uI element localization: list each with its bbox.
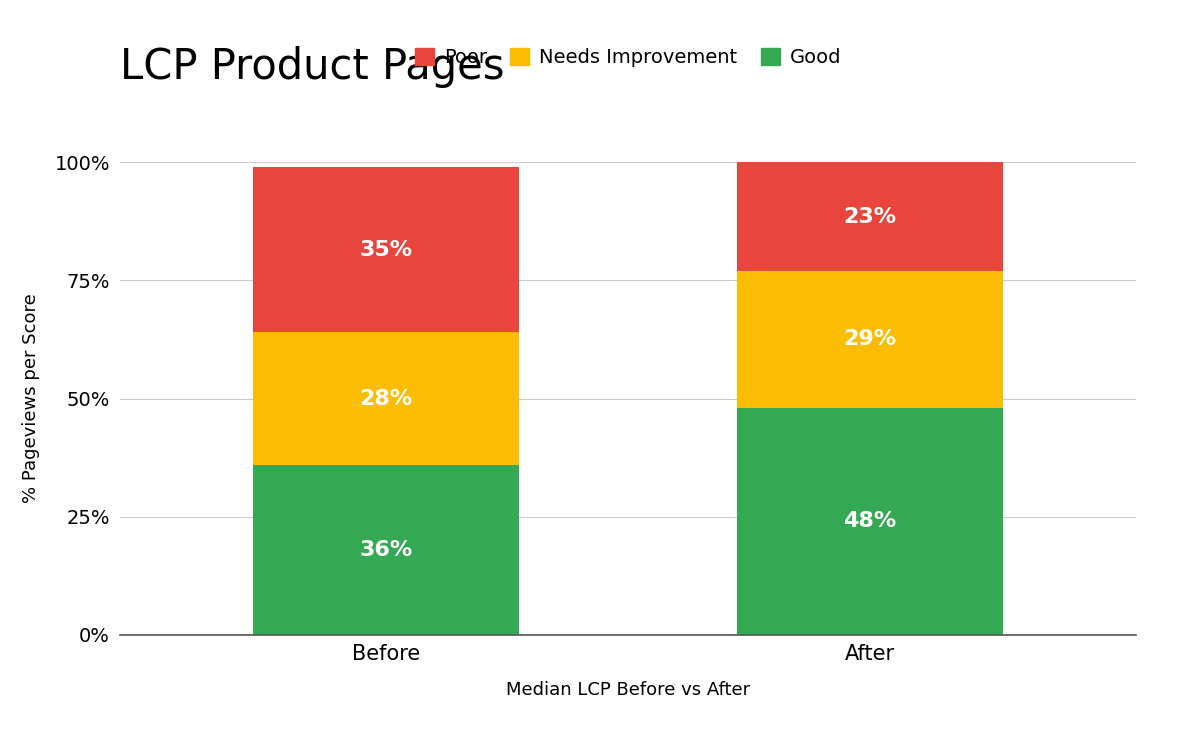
Bar	[737, 408, 1003, 635]
Bar	[737, 162, 1003, 271]
Text: 29%: 29%	[843, 329, 897, 350]
Text: 23%: 23%	[843, 207, 897, 227]
Legend: Poor, Needs Improvement, Good: Poor, Needs Improvement, Good	[407, 40, 849, 75]
Y-axis label: % Pageviews per Score: % Pageviews per Score	[23, 294, 41, 503]
Text: LCP Product Pages: LCP Product Pages	[120, 46, 504, 88]
Bar	[252, 332, 519, 465]
Bar	[737, 271, 1003, 408]
Text: 35%: 35%	[359, 240, 413, 260]
Text: 48%: 48%	[843, 511, 897, 531]
Text: 36%: 36%	[359, 539, 413, 559]
X-axis label: Median LCP Before vs After: Median LCP Before vs After	[506, 681, 750, 699]
Bar	[252, 465, 519, 635]
Text: 28%: 28%	[359, 388, 413, 409]
Bar	[252, 167, 519, 332]
